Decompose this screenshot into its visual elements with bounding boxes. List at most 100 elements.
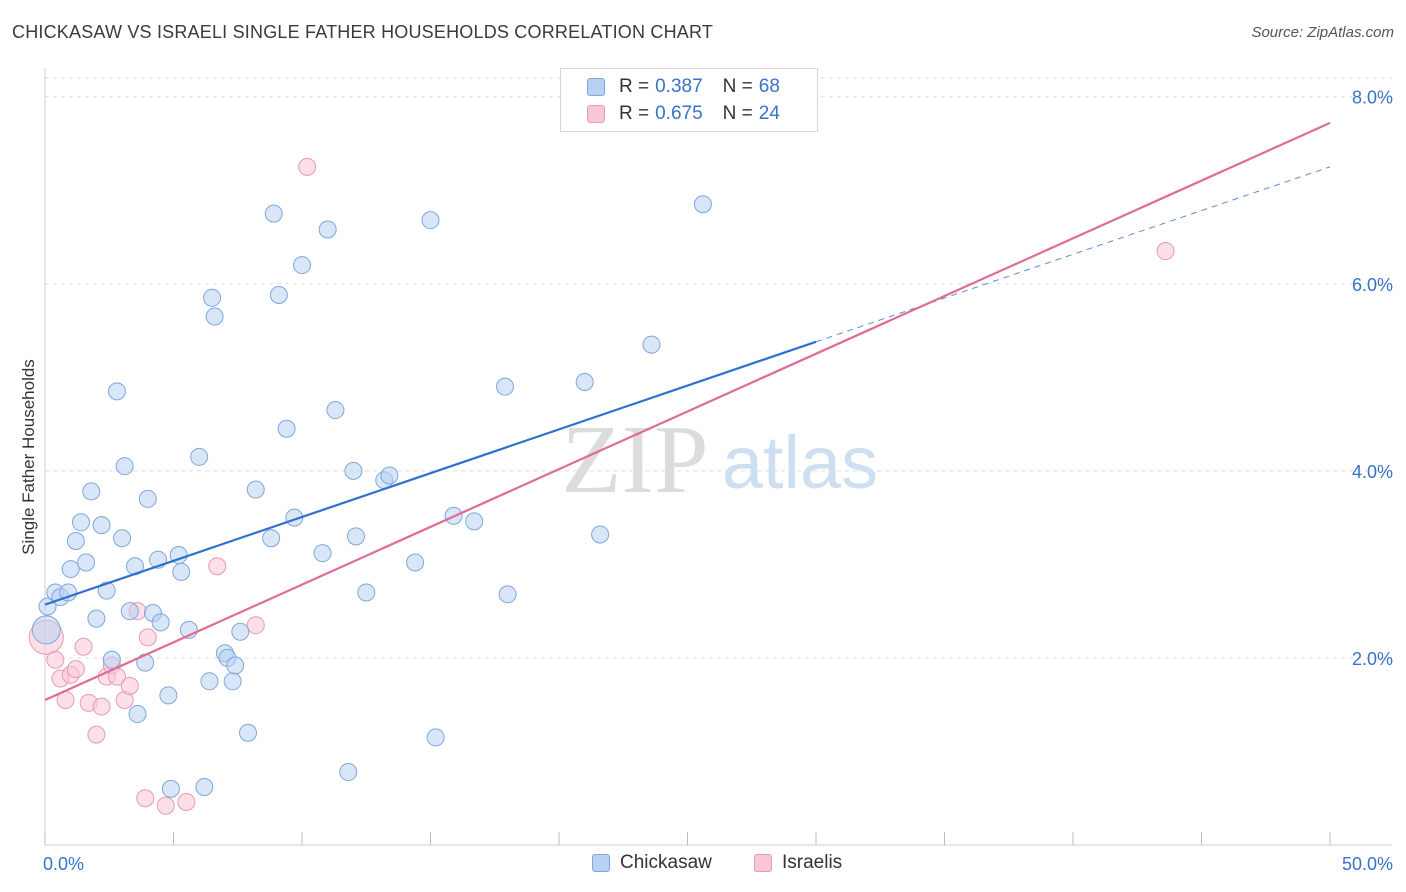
chickasaw-point (277, 419, 296, 438)
chickasaw-point (128, 705, 147, 724)
chickasaw-trend-extension (815, 166, 1331, 343)
x-tick-label: 50.0% (1342, 854, 1393, 874)
chickasaw-point (642, 335, 661, 354)
bottom-legend-chickasaw[interactable]: Chickasaw (592, 852, 712, 874)
tick-labels: 2.0% 4.0% 6.0% 8.0% 0.0% 50.0% (43, 88, 1393, 874)
y-tick-label: 8.0% (1352, 88, 1393, 108)
bottom-legend-label-chickasaw: Chickasaw (620, 852, 712, 873)
israelis-trend-line (44, 121, 1331, 702)
chickasaw-point (205, 307, 224, 326)
israelis-point (208, 557, 227, 576)
y-axis-label: Single Father Households (19, 359, 38, 555)
legend-swatch-blue (587, 78, 605, 96)
chickasaw-point (313, 544, 332, 563)
israelis-point (74, 637, 93, 656)
legend-row-israelis: R = 0.675 N = 24 (587, 102, 780, 126)
legend-swatch-pink (587, 105, 605, 123)
chickasaw-point (31, 615, 61, 645)
y-tick-label: 6.0% (1352, 275, 1393, 295)
chickasaw-point (223, 672, 242, 691)
israelis-point (120, 676, 139, 695)
chickasaw-point (357, 583, 376, 602)
chickasaw-point (195, 778, 214, 797)
chickasaw-point (264, 204, 283, 223)
watermark-zip: ZIP (562, 406, 709, 514)
israelis-point (138, 628, 157, 647)
r-label: R = (619, 76, 650, 97)
israelis-point (298, 157, 317, 176)
chickasaw-point (339, 763, 358, 782)
israelis-point (92, 697, 111, 716)
chickasaw-point (151, 613, 170, 632)
israelis-point (1156, 242, 1175, 261)
chickasaw-point (346, 527, 365, 546)
chickasaw-point (498, 585, 517, 604)
chart-title: CHICKASAW VS ISRAELI SINGLE FATHER HOUSE… (12, 22, 714, 42)
n-label: N = (722, 103, 753, 124)
chickasaw-point (159, 686, 178, 705)
n-value-israelis: 24 (758, 103, 780, 124)
israelis-point (46, 650, 65, 669)
chickasaw-point (97, 581, 116, 600)
chickasaw-point (71, 513, 90, 532)
bottom-swatch-blue (592, 854, 610, 872)
chickasaw-point (591, 525, 610, 544)
chickasaw-point (115, 457, 134, 476)
chickasaw-points (31, 195, 712, 798)
chickasaw-point (344, 461, 363, 480)
chickasaw-point (138, 489, 157, 508)
bottom-legend-israelis[interactable]: Israelis (754, 852, 842, 874)
chickasaw-point (496, 377, 515, 396)
chickasaw-point (226, 656, 245, 675)
chickasaw-point (693, 195, 712, 214)
chickasaw-point (113, 529, 132, 548)
grid-lines (45, 77, 1392, 659)
chickasaw-point (465, 512, 484, 531)
bottom-legend-label-israelis: Israelis (782, 852, 843, 873)
chickasaw-point (380, 466, 399, 485)
bottom-swatch-pink (754, 854, 772, 872)
chickasaw-point (246, 480, 265, 499)
chickasaw-point (421, 211, 440, 230)
y-tick-label: 2.0% (1352, 649, 1393, 669)
axes (44, 68, 1392, 846)
r-value-israelis: 0.675 (655, 103, 703, 124)
chickasaw-point (231, 622, 250, 641)
israelis-point (66, 660, 85, 679)
r-label: R = (619, 103, 650, 124)
stats-legend: R = 0.387 N = 68 R = 0.675 N = 24 (560, 68, 818, 132)
watermark-atlas: atlas (722, 421, 878, 504)
chickasaw-point (59, 583, 78, 602)
chickasaw-point (82, 482, 101, 501)
chickasaw-point (203, 288, 222, 307)
source-label: Source: ZipAtlas.com (1251, 24, 1394, 41)
israelis-point (87, 725, 106, 744)
chickasaw-point (293, 256, 311, 275)
chickasaw-point (426, 728, 445, 747)
israelis-point (177, 792, 196, 811)
israelis-point (246, 616, 265, 635)
chickasaw-point (575, 372, 594, 391)
chickasaw-point (120, 602, 139, 621)
israelis-point (156, 796, 175, 815)
chickasaw-point (102, 650, 121, 669)
chickasaw-point (326, 401, 345, 420)
chickasaw-point (87, 609, 106, 628)
x-tick-label: 0.0% (43, 854, 84, 874)
chickasaw-point (66, 532, 85, 551)
chickasaw-trend-line (44, 340, 817, 606)
n-label: N = (722, 76, 753, 97)
chickasaw-point (77, 553, 96, 572)
chickasaw-point (406, 553, 425, 572)
chickasaw-point (318, 220, 337, 239)
chickasaw-point (92, 516, 111, 535)
trend-lines (44, 121, 1331, 702)
n-value-chickasaw: 68 (758, 76, 780, 97)
r-value-chickasaw: 0.387 (655, 76, 703, 97)
chickasaw-point (200, 672, 219, 691)
legend-row-chickasaw: R = 0.387 N = 68 (587, 75, 780, 99)
watermark: ZIP atlas (562, 406, 879, 514)
chickasaw-point (61, 560, 80, 579)
chickasaw-point (172, 562, 191, 581)
